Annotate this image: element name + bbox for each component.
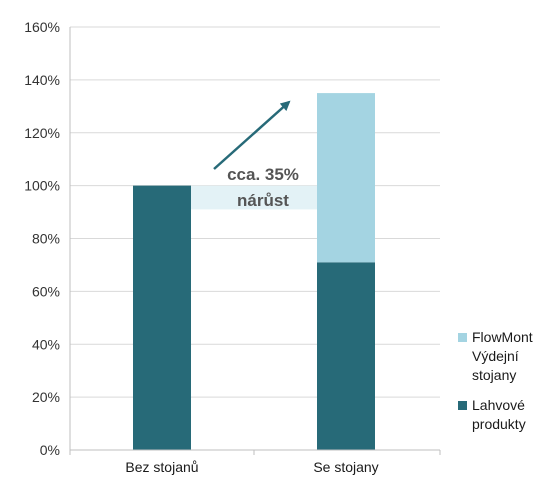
growth-band [191,185,317,210]
growth-highlight [191,185,317,210]
bar-1-series-1 [317,93,375,263]
bar-0-series-0 [133,185,191,450]
growth-label-line-0: cca. 35% [227,165,299,184]
y-tick-label-20: 20% [32,389,60,405]
axes: 0% 20% 40% 60% 80% 100% 120% 140% 160% Bez stojan… [24,19,441,475]
gridlines [70,26,440,398]
y-tick-label-0: 0% [40,442,60,458]
growth-annotation: cca. 35% nárůst [213,100,299,210]
y-tick-label-80: 80% [32,231,60,247]
growth-label-line-1: nárůst [237,191,289,210]
y-tick-label-40: 40% [32,336,60,352]
growth-arrow [213,100,291,170]
x-tick-label-1: Se stojany [313,459,378,475]
bars [133,93,375,450]
y-tick-label-160: 160% [24,19,60,35]
legend-swatch-1 [458,333,467,342]
y-tick-label-120: 120% [24,125,60,141]
y-tick-label-100: 100% [24,178,60,194]
legend-swatch-0 [458,401,467,410]
x-tick-label-0: Bez stojanů [125,459,198,475]
legend-label-0: Lahvové produkty [472,397,526,432]
y-tick-label-140: 140% [24,72,60,88]
legend: FlowMont Výdejní stojany Lahvové produkty [458,329,533,432]
legend-label-1: FlowMont Výdejní stojany [472,329,533,383]
bar-1-series-0 [317,262,375,450]
y-tick-label-60: 60% [32,283,60,299]
